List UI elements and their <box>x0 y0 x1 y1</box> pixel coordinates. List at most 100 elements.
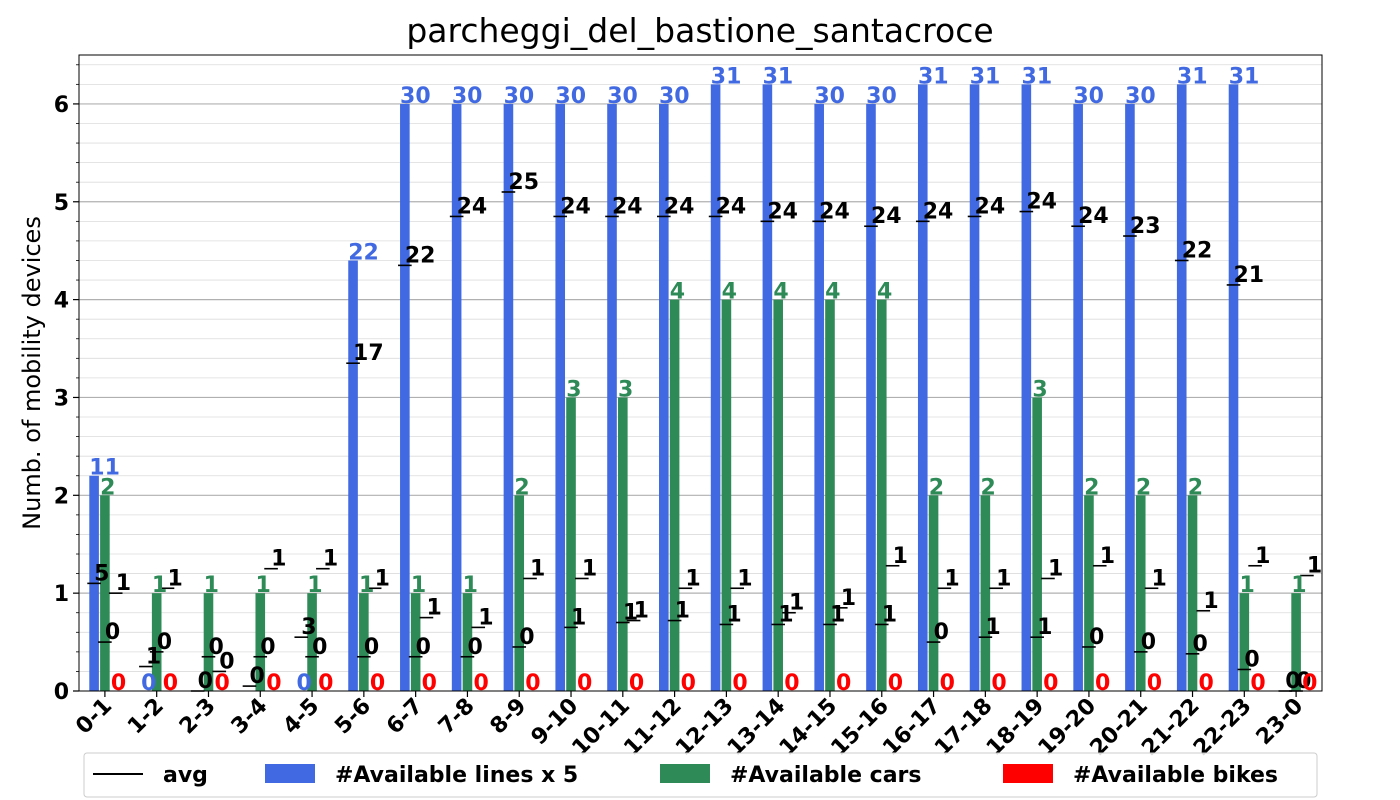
avg-label: 5 <box>94 561 109 586</box>
x-tick-label: 23-0 <box>1252 694 1309 751</box>
avg-label: 0 <box>312 635 327 660</box>
value-label: 3 <box>1032 377 1047 402</box>
bar <box>773 299 783 691</box>
avg-label: 0 <box>219 649 234 674</box>
value-label: 1 <box>411 573 426 598</box>
bar <box>866 103 876 691</box>
avg-label: 24 <box>560 194 591 219</box>
bar <box>969 84 980 692</box>
avg-label: 1 <box>675 599 690 624</box>
bar <box>1187 495 1198 691</box>
x-tick-label: 15-16 <box>827 694 894 761</box>
value-label: 11 <box>89 456 120 481</box>
value-label: 3 <box>566 377 581 402</box>
avg-label: 0 <box>364 635 379 660</box>
avg-label: 1 <box>778 602 793 627</box>
avg-label: 1 <box>623 601 638 626</box>
value-label: 1 <box>152 573 167 598</box>
y-tick-label: 3 <box>54 386 69 411</box>
avg-label: 0 <box>208 635 223 660</box>
bar <box>762 84 773 692</box>
x-tick-label: 8-9 <box>486 694 532 740</box>
x-tick-label: 18-19 <box>982 694 1049 761</box>
value-label: 0 <box>1043 671 1058 696</box>
avg-label: 1 <box>530 556 545 581</box>
avg-label: 24 <box>767 199 798 224</box>
avg-label: 0 <box>105 620 120 645</box>
value-label: 31 <box>970 64 1001 89</box>
avg-label: 24 <box>871 204 902 229</box>
value-label: 0 <box>370 671 385 696</box>
bar <box>669 299 680 691</box>
avg-label: 0 <box>467 635 482 660</box>
value-label: 22 <box>348 240 379 265</box>
avg-label: 1 <box>478 605 493 630</box>
value-label: 0 <box>577 671 592 696</box>
value-label: 4 <box>773 280 788 305</box>
avg-label: 1 <box>116 571 131 596</box>
avg-label: 1 <box>830 602 845 627</box>
x-tick-label: 2-3 <box>175 694 221 740</box>
bar <box>359 593 369 691</box>
legend-swatch <box>660 764 710 783</box>
avg-label: 0 <box>1285 669 1300 694</box>
bar <box>151 593 162 691</box>
bar <box>1084 495 1094 691</box>
y-tick-label: 2 <box>54 484 69 509</box>
legend-label: #Available bikes <box>1073 763 1278 788</box>
value-label: 0 <box>266 671 281 696</box>
plot-frame <box>78 54 1323 692</box>
value-label: 0 <box>681 671 696 696</box>
y-axis-label: Numb. of mobility devices <box>18 216 46 530</box>
value-label: 0 <box>991 671 1006 696</box>
value-label: 30 <box>659 84 690 109</box>
avg-label: 0 <box>1089 625 1104 650</box>
x-tick-label: 4-5 <box>279 694 325 740</box>
value-label: 0 <box>1302 671 1317 696</box>
x-tick-label: 19-20 <box>1034 694 1101 761</box>
avg-label: 0 <box>157 630 172 655</box>
bar <box>451 103 462 691</box>
avg-label: 0 <box>260 635 275 660</box>
value-label: 2 <box>1188 475 1203 500</box>
value-label: 0 <box>888 671 903 696</box>
avg-label: 3 <box>301 615 316 640</box>
avg-label: 1 <box>426 596 441 621</box>
avg-label: 0 <box>1193 632 1208 657</box>
value-label: 2 <box>514 475 529 500</box>
bar <box>400 103 410 691</box>
avg-label: 0 <box>519 625 534 650</box>
avg-label: 1 <box>571 605 586 630</box>
bar <box>1135 495 1146 691</box>
value-label: 30 <box>555 84 586 109</box>
x-tick-label: 3-4 <box>227 694 273 740</box>
bar <box>1176 84 1187 692</box>
value-label: 0 <box>1250 671 1265 696</box>
value-label: 0 <box>1199 671 1214 696</box>
value-label: 30 <box>814 84 845 109</box>
avg-label: 1 <box>985 615 1000 640</box>
bar <box>1032 397 1042 691</box>
avg-label: 24 <box>975 194 1006 219</box>
y-tick-label: 6 <box>54 93 69 118</box>
value-label: 4 <box>670 280 685 305</box>
value-label: 2 <box>1136 475 1151 500</box>
value-label: 1 <box>463 573 478 598</box>
avg-label: 25 <box>508 170 539 195</box>
bar <box>255 593 266 691</box>
value-label: 30 <box>1125 84 1156 109</box>
avg-label: 22 <box>1182 238 1213 263</box>
avg-label: 1 <box>789 591 804 616</box>
x-tick-label: 22-23 <box>1189 694 1256 761</box>
bar <box>659 103 669 691</box>
value-label: 2 <box>1084 475 1099 500</box>
value-label: 0 <box>111 671 126 696</box>
x-tick-label: 21-22 <box>1137 694 1204 761</box>
avg-label: 0 <box>934 620 949 645</box>
value-label: 30 <box>1073 84 1104 109</box>
y-tick-label: 1 <box>54 582 69 607</box>
bar <box>618 397 628 691</box>
value-label: 4 <box>722 280 737 305</box>
avg-label: 1 <box>996 566 1011 591</box>
